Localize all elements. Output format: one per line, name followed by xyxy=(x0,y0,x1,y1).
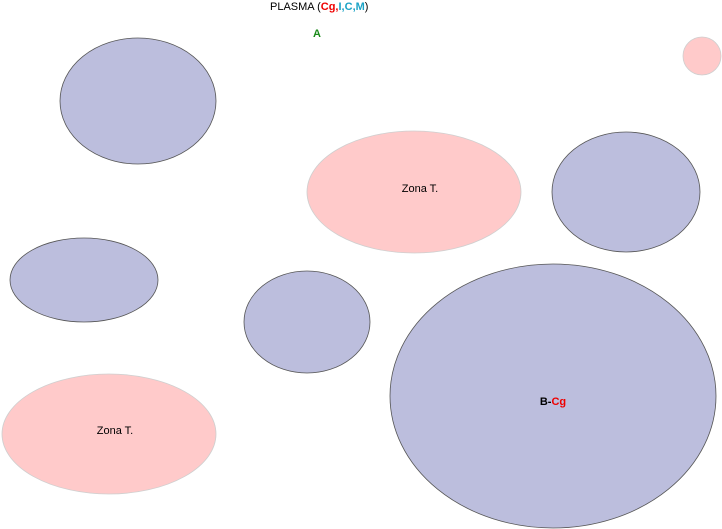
title-cg: Cg xyxy=(321,1,336,13)
title-prefix: PLASMA ( xyxy=(270,1,321,13)
b-cg-label: B-Cg xyxy=(540,396,566,408)
title-comma-1: , xyxy=(335,1,338,13)
title-i: I xyxy=(338,1,341,13)
pink-ellipse-zona-1 xyxy=(306,130,522,254)
title-m: M xyxy=(356,1,365,13)
b-cg-label-b: B xyxy=(540,396,548,408)
pink-ellipse-zona-2 xyxy=(1,373,217,495)
blue-ellipse-center xyxy=(243,270,371,374)
b-cg-label-dash: - xyxy=(548,396,552,408)
blue-ellipse-left-middle xyxy=(9,237,159,323)
blue-ellipse-large xyxy=(389,263,717,529)
pink-circle-small xyxy=(682,36,722,76)
blue-ellipse-right xyxy=(551,131,701,253)
title-suffix: ) xyxy=(365,1,369,13)
marker-a: A xyxy=(313,28,321,40)
zona-label-2: Zona T. xyxy=(97,425,134,437)
b-cg-label-cg: Cg xyxy=(551,396,566,408)
title-comma-2: , xyxy=(342,1,345,13)
diagram-title: PLASMA (Cg,I,C,M) xyxy=(270,1,368,13)
blue-ellipse-top-left xyxy=(59,37,217,165)
title-c: C xyxy=(345,1,353,13)
zona-label-1: Zona T. xyxy=(402,183,439,195)
title-comma-3: , xyxy=(353,1,356,13)
